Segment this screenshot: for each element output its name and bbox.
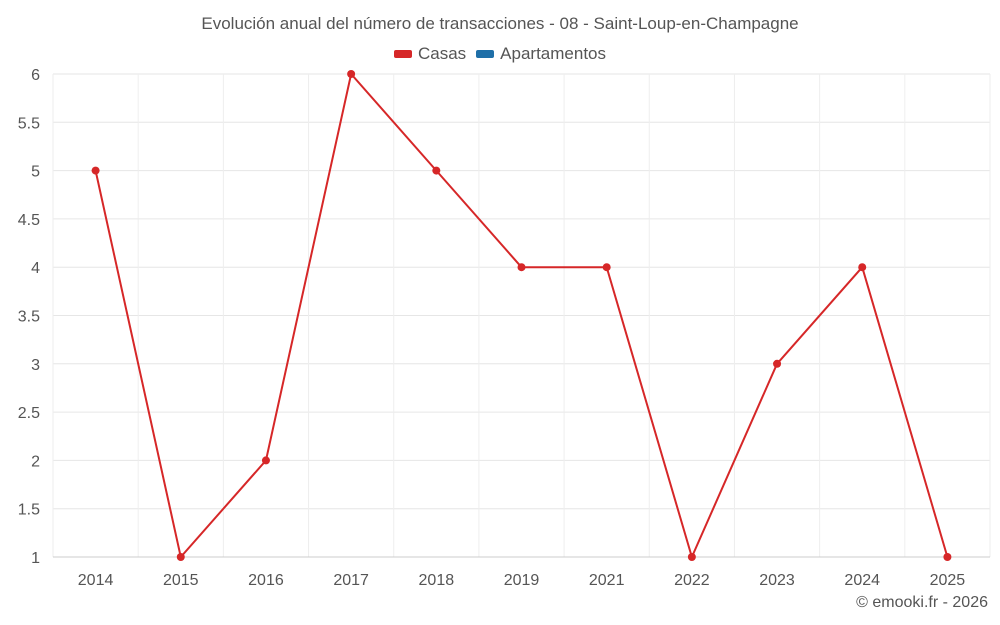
legend-item-casas[interactable]: Casas	[393, 44, 467, 64]
data-point	[773, 359, 782, 368]
data-point	[517, 263, 526, 272]
y-tick-label: 5.5	[18, 115, 40, 132]
y-tick-label: 3	[31, 357, 40, 374]
x-tick-label: 2014	[78, 572, 114, 589]
x-tick-label: 2024	[844, 572, 880, 589]
data-point	[261, 456, 270, 465]
x-tick-label: 2022	[674, 572, 710, 589]
chart-title: Evolución anual del número de transaccio…	[201, 14, 799, 33]
legend-label-apartamentos: Apartamentos	[500, 44, 607, 63]
legend-label-casas: Casas	[417, 44, 467, 63]
x-tick-label: 2019	[504, 572, 540, 589]
legend-swatch-apartamentos	[476, 50, 495, 58]
data-point	[347, 70, 356, 78]
y-tick-label: 4.5	[18, 212, 40, 229]
x-tick-label: 2017	[333, 572, 369, 589]
x-tick-label: 2015	[163, 572, 199, 589]
y-tick-label: 1	[31, 550, 40, 567]
x-tick-label: 2025	[930, 572, 966, 589]
data-point	[602, 263, 611, 272]
x-tick-label: 2018	[419, 572, 455, 589]
x-tick-label: 2016	[248, 572, 284, 589]
data-point	[91, 166, 100, 175]
legend-item-apartamentos[interactable]: Apartamentos	[476, 44, 606, 64]
y-tick-label: 6	[31, 67, 40, 84]
legend: Casas Apartamentos	[0, 44, 1000, 64]
legend-swatch-casas	[393, 50, 412, 58]
y-tick-label: 3.5	[18, 309, 40, 326]
data-point	[943, 553, 952, 561]
data-point	[432, 166, 441, 175]
y-tick-label: 2.5	[18, 405, 40, 422]
y-tick-label: 1.5	[18, 502, 40, 519]
credit-text: © emooki.fr - 2026	[856, 594, 988, 611]
x-tick-label: 2021	[589, 572, 625, 589]
y-tick-label: 2	[31, 453, 40, 470]
data-point	[176, 553, 185, 561]
y-tick-label: 4	[31, 260, 40, 277]
x-tick-label: 2023	[759, 572, 795, 589]
y-tick-label: 5	[31, 164, 40, 181]
data-point	[687, 553, 696, 561]
data-point	[858, 263, 867, 272]
